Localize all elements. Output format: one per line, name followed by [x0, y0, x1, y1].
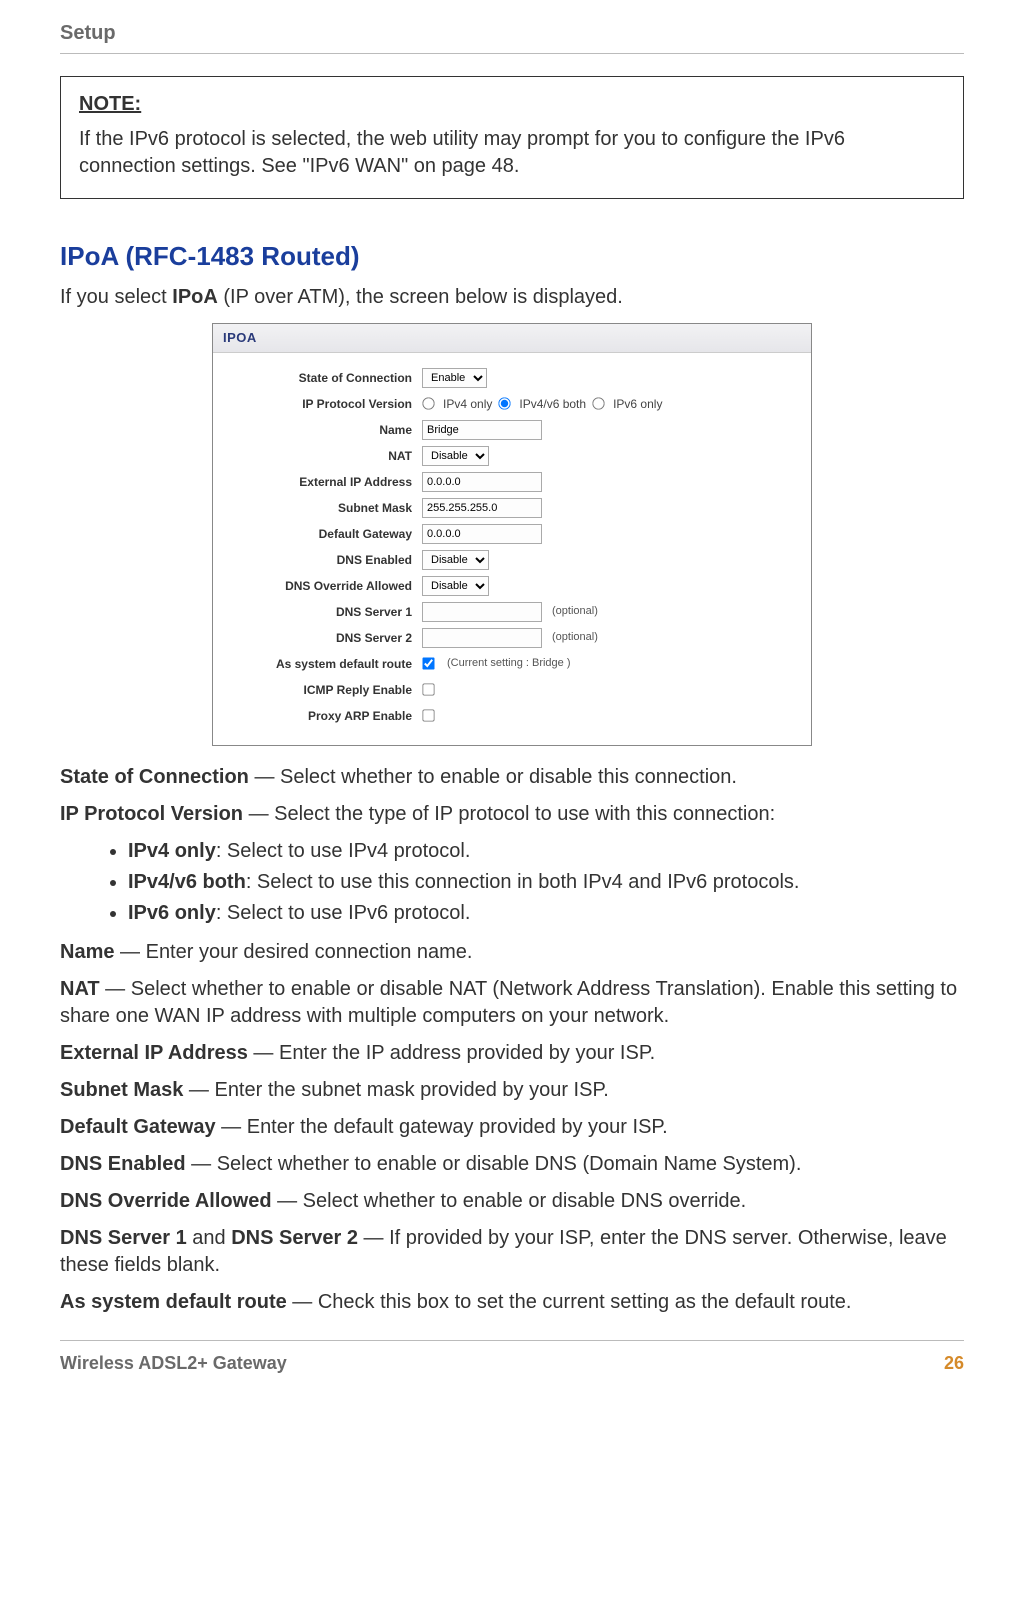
- route-check[interactable]: [422, 657, 434, 669]
- desc-name: Name — Enter your desired connection nam…: [60, 939, 964, 966]
- dns1-label: DNS Server 1: [227, 604, 422, 620]
- ipproto-radio-v4[interactable]: [422, 397, 434, 409]
- state-label: State of Connection: [227, 370, 422, 386]
- ipproto-o3: IPv6 only: [613, 396, 662, 412]
- extip-input[interactable]: [422, 472, 542, 492]
- ipproto-o1: IPv4 only: [443, 396, 492, 412]
- desc-ipproto: IP Protocol Version — Select the type of…: [60, 801, 964, 828]
- dns2-optional: (optional): [552, 630, 598, 645]
- desc-mask: Subnet Mask — Enter the subnet mask prov…: [60, 1077, 964, 1104]
- li1-b: IPv4 only: [128, 840, 216, 862]
- mask-label: Subnet Mask: [227, 500, 422, 516]
- ipproto-radio-v6[interactable]: [592, 397, 604, 409]
- icmp-label: ICMP Reply Enable: [227, 682, 422, 698]
- d8-b: DNS Enabled: [60, 1153, 186, 1175]
- dns1-optional: (optional): [552, 604, 598, 619]
- li2-t: : Select to use this connection in both …: [246, 871, 800, 893]
- extip-label: External IP Address: [227, 474, 422, 490]
- list-item: IPv4 only: Select to use IPv4 protocol.: [128, 838, 964, 865]
- footer-left: Wireless ADSL2+ Gateway: [60, 1351, 287, 1375]
- gw-label: Default Gateway: [227, 526, 422, 542]
- li2-b: IPv4/v6 both: [128, 871, 246, 893]
- ipproto-radio-both[interactable]: [499, 397, 511, 409]
- d10-b1: DNS Server 1: [60, 1227, 187, 1249]
- desc-dnso: DNS Override Allowed — Select whether to…: [60, 1188, 964, 1215]
- desc-state: State of Connection — Select whether to …: [60, 764, 964, 791]
- dnso-select[interactable]: Disable: [422, 576, 489, 596]
- desc-nat: NAT — Select whether to enable or disabl…: [60, 976, 964, 1030]
- li3-t: : Select to use IPv6 protocol.: [216, 902, 471, 924]
- dns2-input[interactable]: [422, 628, 542, 648]
- arp-label: Proxy ARP Enable: [227, 708, 422, 724]
- state-select[interactable]: Enable: [422, 368, 487, 388]
- list-item: IPv4/v6 both: Select to use this connect…: [128, 869, 964, 896]
- intro-bold: IPoA: [172, 286, 218, 308]
- arp-check[interactable]: [422, 709, 434, 721]
- d4-b: NAT: [60, 978, 100, 1000]
- panel-body: State of Connection Enable IP Protocol V…: [213, 353, 811, 745]
- page-footer: Wireless ADSL2+ Gateway 26: [60, 1340, 964, 1375]
- d6-t: — Enter the subnet mask provided by your…: [183, 1079, 608, 1101]
- desc-gw: Default Gateway — Enter the default gate…: [60, 1114, 964, 1141]
- note-label: NOTE:: [79, 91, 945, 118]
- icmp-check[interactable]: [422, 683, 434, 695]
- dns2-label: DNS Server 2: [227, 630, 422, 646]
- intro-post: (IP over ATM), the screen below is displ…: [218, 286, 623, 308]
- desc-ipproto-t: — Select the type of IP protocol to use …: [243, 803, 775, 825]
- d11-b: As system default route: [60, 1291, 287, 1313]
- gw-input[interactable]: [422, 524, 542, 544]
- d10-b2: DNS Server 2: [231, 1227, 358, 1249]
- mask-input[interactable]: [422, 498, 542, 518]
- d6-b: Subnet Mask: [60, 1079, 183, 1101]
- desc-dnse: DNS Enabled — Select whether to enable o…: [60, 1151, 964, 1178]
- dnso-label: DNS Override Allowed: [227, 578, 422, 594]
- d11-t: — Check this box to set the current sett…: [287, 1291, 852, 1313]
- li1-t: : Select to use IPv4 protocol.: [216, 840, 471, 862]
- page-number: 26: [944, 1351, 964, 1375]
- route-text: (Current setting : Bridge ): [447, 656, 571, 671]
- ipproto-label: IP Protocol Version: [227, 396, 422, 412]
- d3-b: Name: [60, 941, 114, 963]
- intro-text: If you select IPoA (IP over ATM), the sc…: [60, 284, 964, 311]
- nat-label: NAT: [227, 448, 422, 464]
- section-heading: IPoA (RFC-1483 Routed): [60, 239, 964, 274]
- page-header: Setup: [60, 20, 964, 54]
- note-box: NOTE: If the IPv6 protocol is selected, …: [60, 76, 964, 199]
- d10-mid: and: [187, 1227, 231, 1249]
- d7-b: Default Gateway: [60, 1116, 216, 1138]
- d9-b: DNS Override Allowed: [60, 1190, 272, 1212]
- desc-ipproto-b: IP Protocol Version: [60, 803, 243, 825]
- li3-b: IPv6 only: [128, 902, 216, 924]
- name-input[interactable]: [422, 420, 542, 440]
- d5-b: External IP Address: [60, 1042, 248, 1064]
- nat-select[interactable]: Disable: [422, 446, 489, 466]
- desc-state-t: — Select whether to enable or disable th…: [249, 766, 737, 788]
- dnse-select[interactable]: Disable: [422, 550, 489, 570]
- d3-t: — Enter your desired connection name.: [114, 941, 472, 963]
- desc-route: As system default route — Check this box…: [60, 1289, 964, 1316]
- panel-title: IPOA: [213, 324, 811, 353]
- desc-dns12: DNS Server 1 and DNS Server 2 — If provi…: [60, 1225, 964, 1279]
- d4-t: — Select whether to enable or disable NA…: [60, 978, 957, 1027]
- list-item: IPv6 only: Select to use IPv6 protocol.: [128, 900, 964, 927]
- desc-extip: External IP Address — Enter the IP addre…: [60, 1040, 964, 1067]
- note-text: If the IPv6 protocol is selected, the we…: [79, 126, 945, 180]
- d8-t: — Select whether to enable or disable DN…: [186, 1153, 802, 1175]
- screenshot-container: IPOA State of Connection Enable IP Proto…: [60, 323, 964, 746]
- d7-t: — Enter the default gateway provided by …: [216, 1116, 668, 1138]
- ipproto-list: IPv4 only: Select to use IPv4 protocol. …: [60, 838, 964, 927]
- intro-pre: If you select: [60, 286, 172, 308]
- dns1-input[interactable]: [422, 602, 542, 622]
- ipoa-screenshot: IPOA State of Connection Enable IP Proto…: [212, 323, 812, 746]
- d5-t: — Enter the IP address provided by your …: [248, 1042, 655, 1064]
- ipproto-o2: IPv4/v6 both: [519, 396, 586, 412]
- name-label: Name: [227, 422, 422, 438]
- d9-t: — Select whether to enable or disable DN…: [272, 1190, 747, 1212]
- dnse-label: DNS Enabled: [227, 552, 422, 568]
- route-label: As system default route: [227, 656, 422, 672]
- desc-state-b: State of Connection: [60, 766, 249, 788]
